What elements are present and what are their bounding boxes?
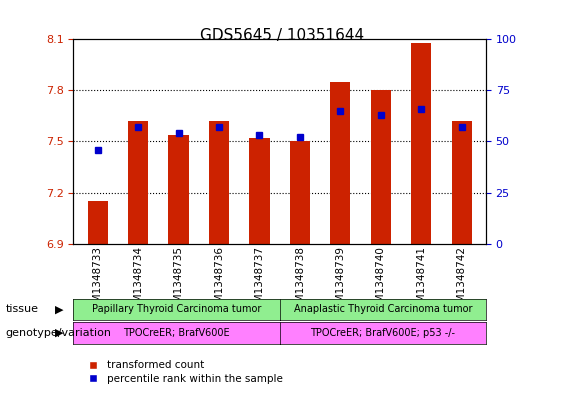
Bar (330, 82, 350, 244)
Text: tissue: tissue (6, 305, 38, 314)
Text: Anaplastic Thyroid Carcinoma tumor: Anaplastic Thyroid Carcinoma tumor (294, 305, 472, 314)
Text: TPOCreER; BrafV600E; p53 -/-: TPOCreER; BrafV600E; p53 -/- (310, 328, 455, 338)
Bar (371, 90, 391, 244)
Text: GDS5645 / 10351644: GDS5645 / 10351644 (201, 28, 364, 42)
Bar (249, 138, 270, 244)
Bar (290, 141, 310, 244)
Bar (88, 201, 108, 244)
Text: genotype/variation: genotype/variation (6, 328, 112, 338)
Text: ▶: ▶ (55, 328, 64, 338)
Text: TPOCreER; BrafV600E: TPOCreER; BrafV600E (123, 328, 230, 338)
Bar (128, 121, 148, 244)
Bar (411, 43, 431, 244)
Bar (168, 135, 189, 244)
Legend: transformed count, percentile rank within the sample: transformed count, percentile rank withi… (79, 356, 287, 388)
Bar (451, 121, 472, 244)
Bar (209, 121, 229, 244)
Text: ▶: ▶ (55, 305, 64, 314)
Text: Papillary Thyroid Carcinoma tumor: Papillary Thyroid Carcinoma tumor (92, 305, 261, 314)
